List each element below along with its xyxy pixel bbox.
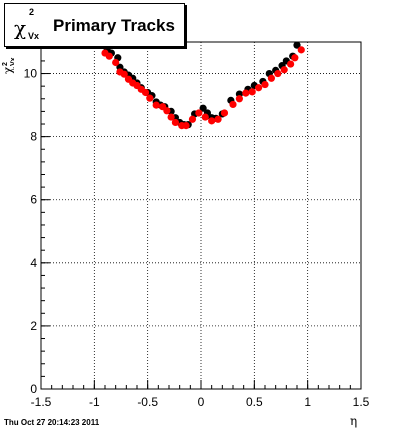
data-point-red	[208, 117, 216, 125]
title-superscript: 2	[29, 7, 35, 17]
data-point-red	[220, 109, 229, 117]
data-point-red	[201, 113, 209, 121]
data-point-red	[261, 80, 269, 89]
y-axis-label-symbol: χ	[2, 66, 14, 74]
y-tick-label: 2	[30, 319, 37, 333]
x-axis-label: η	[350, 414, 358, 428]
data-point-red	[182, 121, 190, 130]
data-point-red	[112, 58, 120, 67]
data-point-black	[293, 41, 301, 49]
y-axis-label-superscript: 2	[2, 62, 9, 66]
data-point-red	[274, 69, 282, 78]
data-point-red	[255, 84, 263, 92]
x-tick-label: -0.5	[137, 395, 158, 409]
data-point-red	[146, 94, 154, 102]
data-point-red	[105, 52, 113, 60]
axis-ticks	[40, 47, 362, 390]
x-tick-label: -1.5	[31, 395, 52, 409]
data-point-red	[188, 115, 197, 123]
data-point-red	[242, 89, 250, 97]
title-subscript: Vx	[28, 31, 40, 41]
x-tick-label: 1.5	[353, 395, 370, 409]
data-point-red	[163, 107, 171, 115]
x-tick-label: -1	[89, 395, 100, 409]
x-tick-label: 1	[304, 395, 311, 409]
y-tick-label: 8	[30, 130, 37, 144]
y-axis-label-subscript: Vx	[10, 57, 14, 66]
title-text: Primary Tracks	[53, 16, 175, 35]
data-point-black	[199, 104, 207, 112]
data-point-red	[195, 109, 203, 117]
grid	[41, 42, 361, 389]
data-points	[99, 39, 305, 130]
data-point-red	[229, 100, 237, 109]
y-tick-label: 10	[24, 67, 38, 81]
tick-labels: -1.5 -1 -0.5 0 0.5 1 1.5 0 2 4 6 8 10	[24, 67, 370, 409]
data-point-red	[267, 74, 275, 82]
y-tick-label: 0	[30, 382, 37, 396]
data-point-red	[152, 101, 160, 109]
data-point-red	[280, 66, 288, 74]
data-point-red	[297, 46, 305, 54]
data-point-red	[120, 70, 128, 78]
y-axis-label: χ 2 Vx	[1, 44, 17, 74]
x-tick-label: 0	[198, 395, 205, 409]
x-tick-label: 0.5	[246, 395, 263, 409]
data-point-red	[291, 54, 299, 62]
data-point-red	[235, 95, 243, 103]
title-box: χ 2 Vx Primary Tracks	[4, 3, 185, 47]
data-point-red	[141, 88, 150, 97]
data-point-red	[248, 88, 256, 96]
y-tick-label: 4	[30, 256, 37, 270]
data-point-red	[287, 60, 295, 68]
data-point-red	[214, 115, 222, 123]
timestamp-footer: Thu Oct 27 20:14:23 2011	[4, 418, 100, 427]
y-tick-label: 6	[30, 193, 37, 207]
data-point-red	[167, 113, 175, 121]
data-point-red	[171, 118, 179, 127]
title-symbol: χ	[14, 16, 27, 40]
